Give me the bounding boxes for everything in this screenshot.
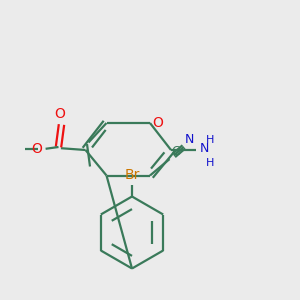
Text: H: H [206, 158, 214, 167]
Text: H: H [206, 135, 214, 145]
Text: C: C [171, 145, 180, 158]
Text: N: N [185, 133, 194, 146]
Text: O: O [55, 107, 65, 122]
Text: O: O [31, 142, 42, 156]
Text: O: O [152, 116, 163, 130]
Text: N: N [200, 142, 209, 155]
Text: Br: Br [124, 168, 140, 182]
